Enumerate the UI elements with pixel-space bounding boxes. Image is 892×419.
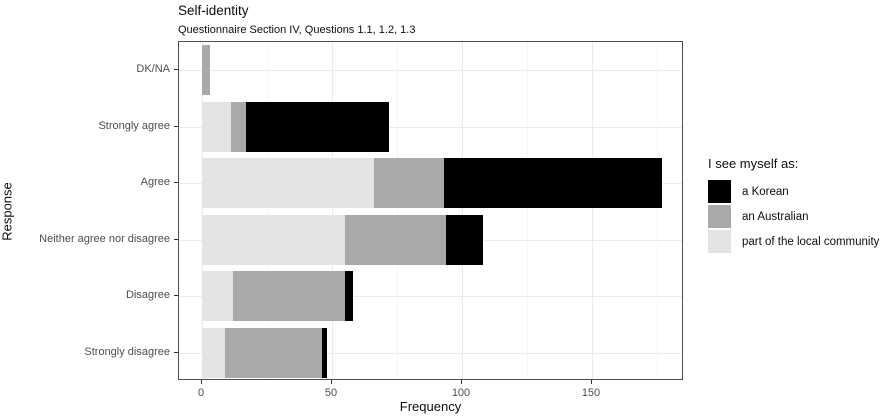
- y-tick-label: Agree: [140, 176, 170, 189]
- chart-title: Self-identity: [178, 3, 249, 18]
- x-tick-mark: [201, 380, 202, 384]
- legend-key-swatch: [708, 205, 731, 228]
- y-tick-label: Neither agree nor disagree: [39, 232, 170, 245]
- plot-panel: [178, 41, 683, 380]
- bar-segment: [345, 214, 447, 265]
- bar-segment: [202, 158, 374, 209]
- legend-entries: a Korean an Australian part of the local c…: [708, 179, 888, 254]
- y-tick-mark: [174, 238, 178, 240]
- bar-segment: [373, 158, 444, 209]
- y-tick-mark: [174, 295, 178, 297]
- bar-segment: [446, 214, 483, 265]
- gridline-minor-vertical: [397, 42, 398, 379]
- gridline-major-vertical: [202, 42, 203, 379]
- bar-segment: [225, 327, 322, 378]
- y-tick-label: DK/NA: [136, 63, 170, 76]
- x-tick-label: 50: [324, 387, 338, 399]
- gridline-major-vertical: [592, 42, 593, 379]
- y-axis-title: Response: [0, 182, 15, 241]
- gridline-major-horizontal: [179, 352, 682, 354]
- x-tick-label: 0: [197, 387, 205, 399]
- legend-entry: part of the local community: [708, 229, 888, 254]
- x-tick-mark: [461, 380, 462, 384]
- gridline-major-vertical: [332, 42, 333, 379]
- bar-segment: [345, 271, 353, 322]
- gridline-minor-vertical: [267, 42, 268, 379]
- y-tick-mark: [174, 125, 178, 127]
- gridline-major-horizontal: [179, 296, 682, 298]
- x-tick-label: 150: [581, 387, 601, 399]
- legend-entry: an Australian: [708, 204, 888, 229]
- legend-key-swatch: [708, 230, 731, 253]
- x-tick-mark: [331, 380, 332, 384]
- chart-subtitle: Questionnaire Section IV, Questions 1.1,…: [178, 24, 416, 36]
- bar-segment: [202, 45, 210, 96]
- gridline-major-horizontal: [179, 126, 682, 128]
- x-axis-title: Frequency: [399, 399, 462, 414]
- bar-segment: [233, 271, 345, 322]
- legend-entry: a Korean: [708, 179, 888, 204]
- bar-segment: [230, 101, 247, 152]
- legend-key-swatch: [708, 180, 731, 203]
- bar-segment: [202, 271, 234, 322]
- bar-segment: [202, 214, 345, 265]
- gridline-major-horizontal: [179, 70, 682, 72]
- legend-label: part of the local community: [742, 235, 880, 248]
- legend-title: I see myself as:: [708, 156, 799, 171]
- gridline-minor-vertical: [657, 42, 658, 379]
- bar-segment: [202, 327, 226, 378]
- y-tick-mark: [174, 182, 178, 184]
- bar-segment: [246, 101, 390, 152]
- y-tick-label: Strongly disagree: [84, 345, 170, 358]
- bar-segment: [443, 158, 663, 209]
- legend: I see myself as: a Korean an Australian pa…: [708, 156, 888, 254]
- legend-label: an Australian: [742, 210, 809, 223]
- y-tick-mark: [174, 69, 178, 71]
- bar-segment: [321, 327, 327, 378]
- y-tick-label: Strongly agree: [98, 119, 170, 132]
- legend-label: a Korean: [742, 185, 789, 198]
- gridline-major-vertical: [462, 42, 463, 379]
- y-tick-label: Disagree: [125, 289, 170, 302]
- x-tick-label: 100: [451, 387, 471, 399]
- bar-segment: [202, 101, 231, 152]
- x-tick-mark: [591, 380, 592, 384]
- y-tick-mark: [174, 351, 178, 353]
- gridline-minor-vertical: [527, 42, 528, 379]
